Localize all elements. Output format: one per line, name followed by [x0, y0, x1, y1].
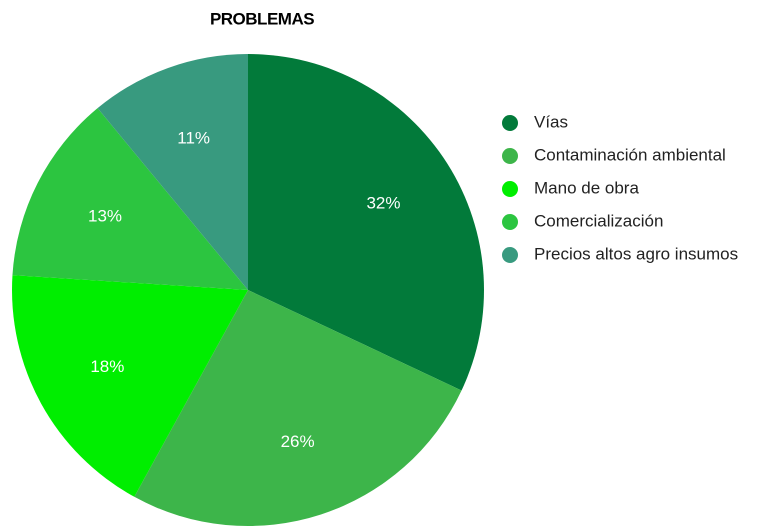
pie-slice: [12, 108, 248, 290]
legend-marker: [502, 247, 518, 263]
data-label: 11%: [177, 128, 210, 147]
legend-label: Mano de obra: [534, 178, 639, 197]
pie-slice: [134, 290, 462, 526]
pie-slice: [97, 54, 249, 290]
legend-marker: [502, 148, 518, 164]
legend-label: Contaminación ambiental: [534, 145, 726, 164]
legend-label: Comercialización: [534, 211, 663, 230]
pie-slice: [248, 54, 485, 391]
chart-title: PROBLEMAS: [210, 9, 314, 28]
data-label: 26%: [281, 432, 315, 451]
legend-label: Vías: [534, 112, 568, 131]
pie-slice: [12, 275, 248, 497]
legend-marker: [502, 214, 518, 230]
data-label: 13%: [88, 207, 122, 226]
data-label: 18%: [90, 357, 124, 376]
data-label: 32%: [366, 193, 400, 212]
legend-label: Precios altos agro insumos: [534, 244, 738, 263]
legend-marker: [502, 181, 518, 197]
legend-marker: [502, 115, 518, 131]
